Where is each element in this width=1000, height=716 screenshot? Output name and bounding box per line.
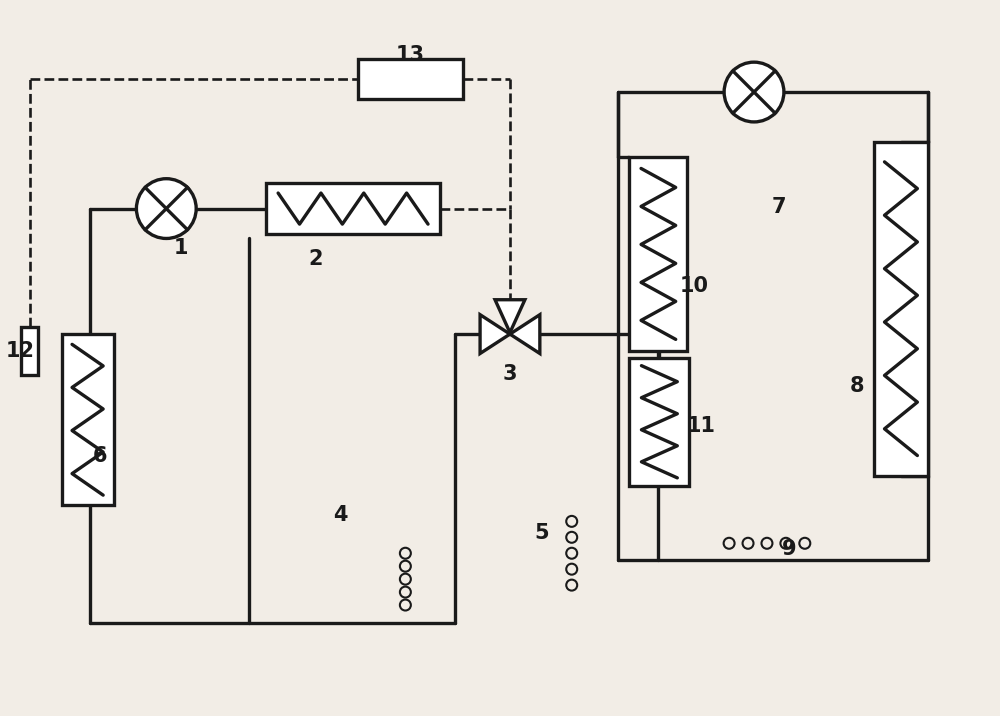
Text: 6: 6: [92, 445, 107, 465]
Bar: [358, 59, 463, 99]
Polygon shape: [510, 314, 540, 354]
Bar: [21, 327, 38, 375]
Text: 7: 7: [772, 197, 786, 216]
Text: 2: 2: [308, 249, 323, 269]
Circle shape: [724, 62, 784, 122]
Text: 5: 5: [535, 523, 549, 543]
Bar: [266, 183, 440, 234]
Text: 11: 11: [687, 416, 716, 436]
Bar: [62, 334, 114, 505]
Circle shape: [136, 179, 196, 238]
Text: 8: 8: [849, 376, 864, 396]
Polygon shape: [495, 300, 525, 333]
Text: 12: 12: [5, 341, 34, 361]
Polygon shape: [480, 314, 510, 354]
Bar: [629, 157, 687, 351]
Text: 10: 10: [680, 276, 709, 296]
Text: 13: 13: [396, 45, 425, 65]
Text: 4: 4: [333, 505, 348, 526]
Text: 3: 3: [503, 364, 517, 384]
Text: 1: 1: [174, 238, 188, 258]
Bar: [629, 358, 689, 485]
Bar: [874, 142, 928, 475]
Text: 9: 9: [782, 539, 796, 559]
